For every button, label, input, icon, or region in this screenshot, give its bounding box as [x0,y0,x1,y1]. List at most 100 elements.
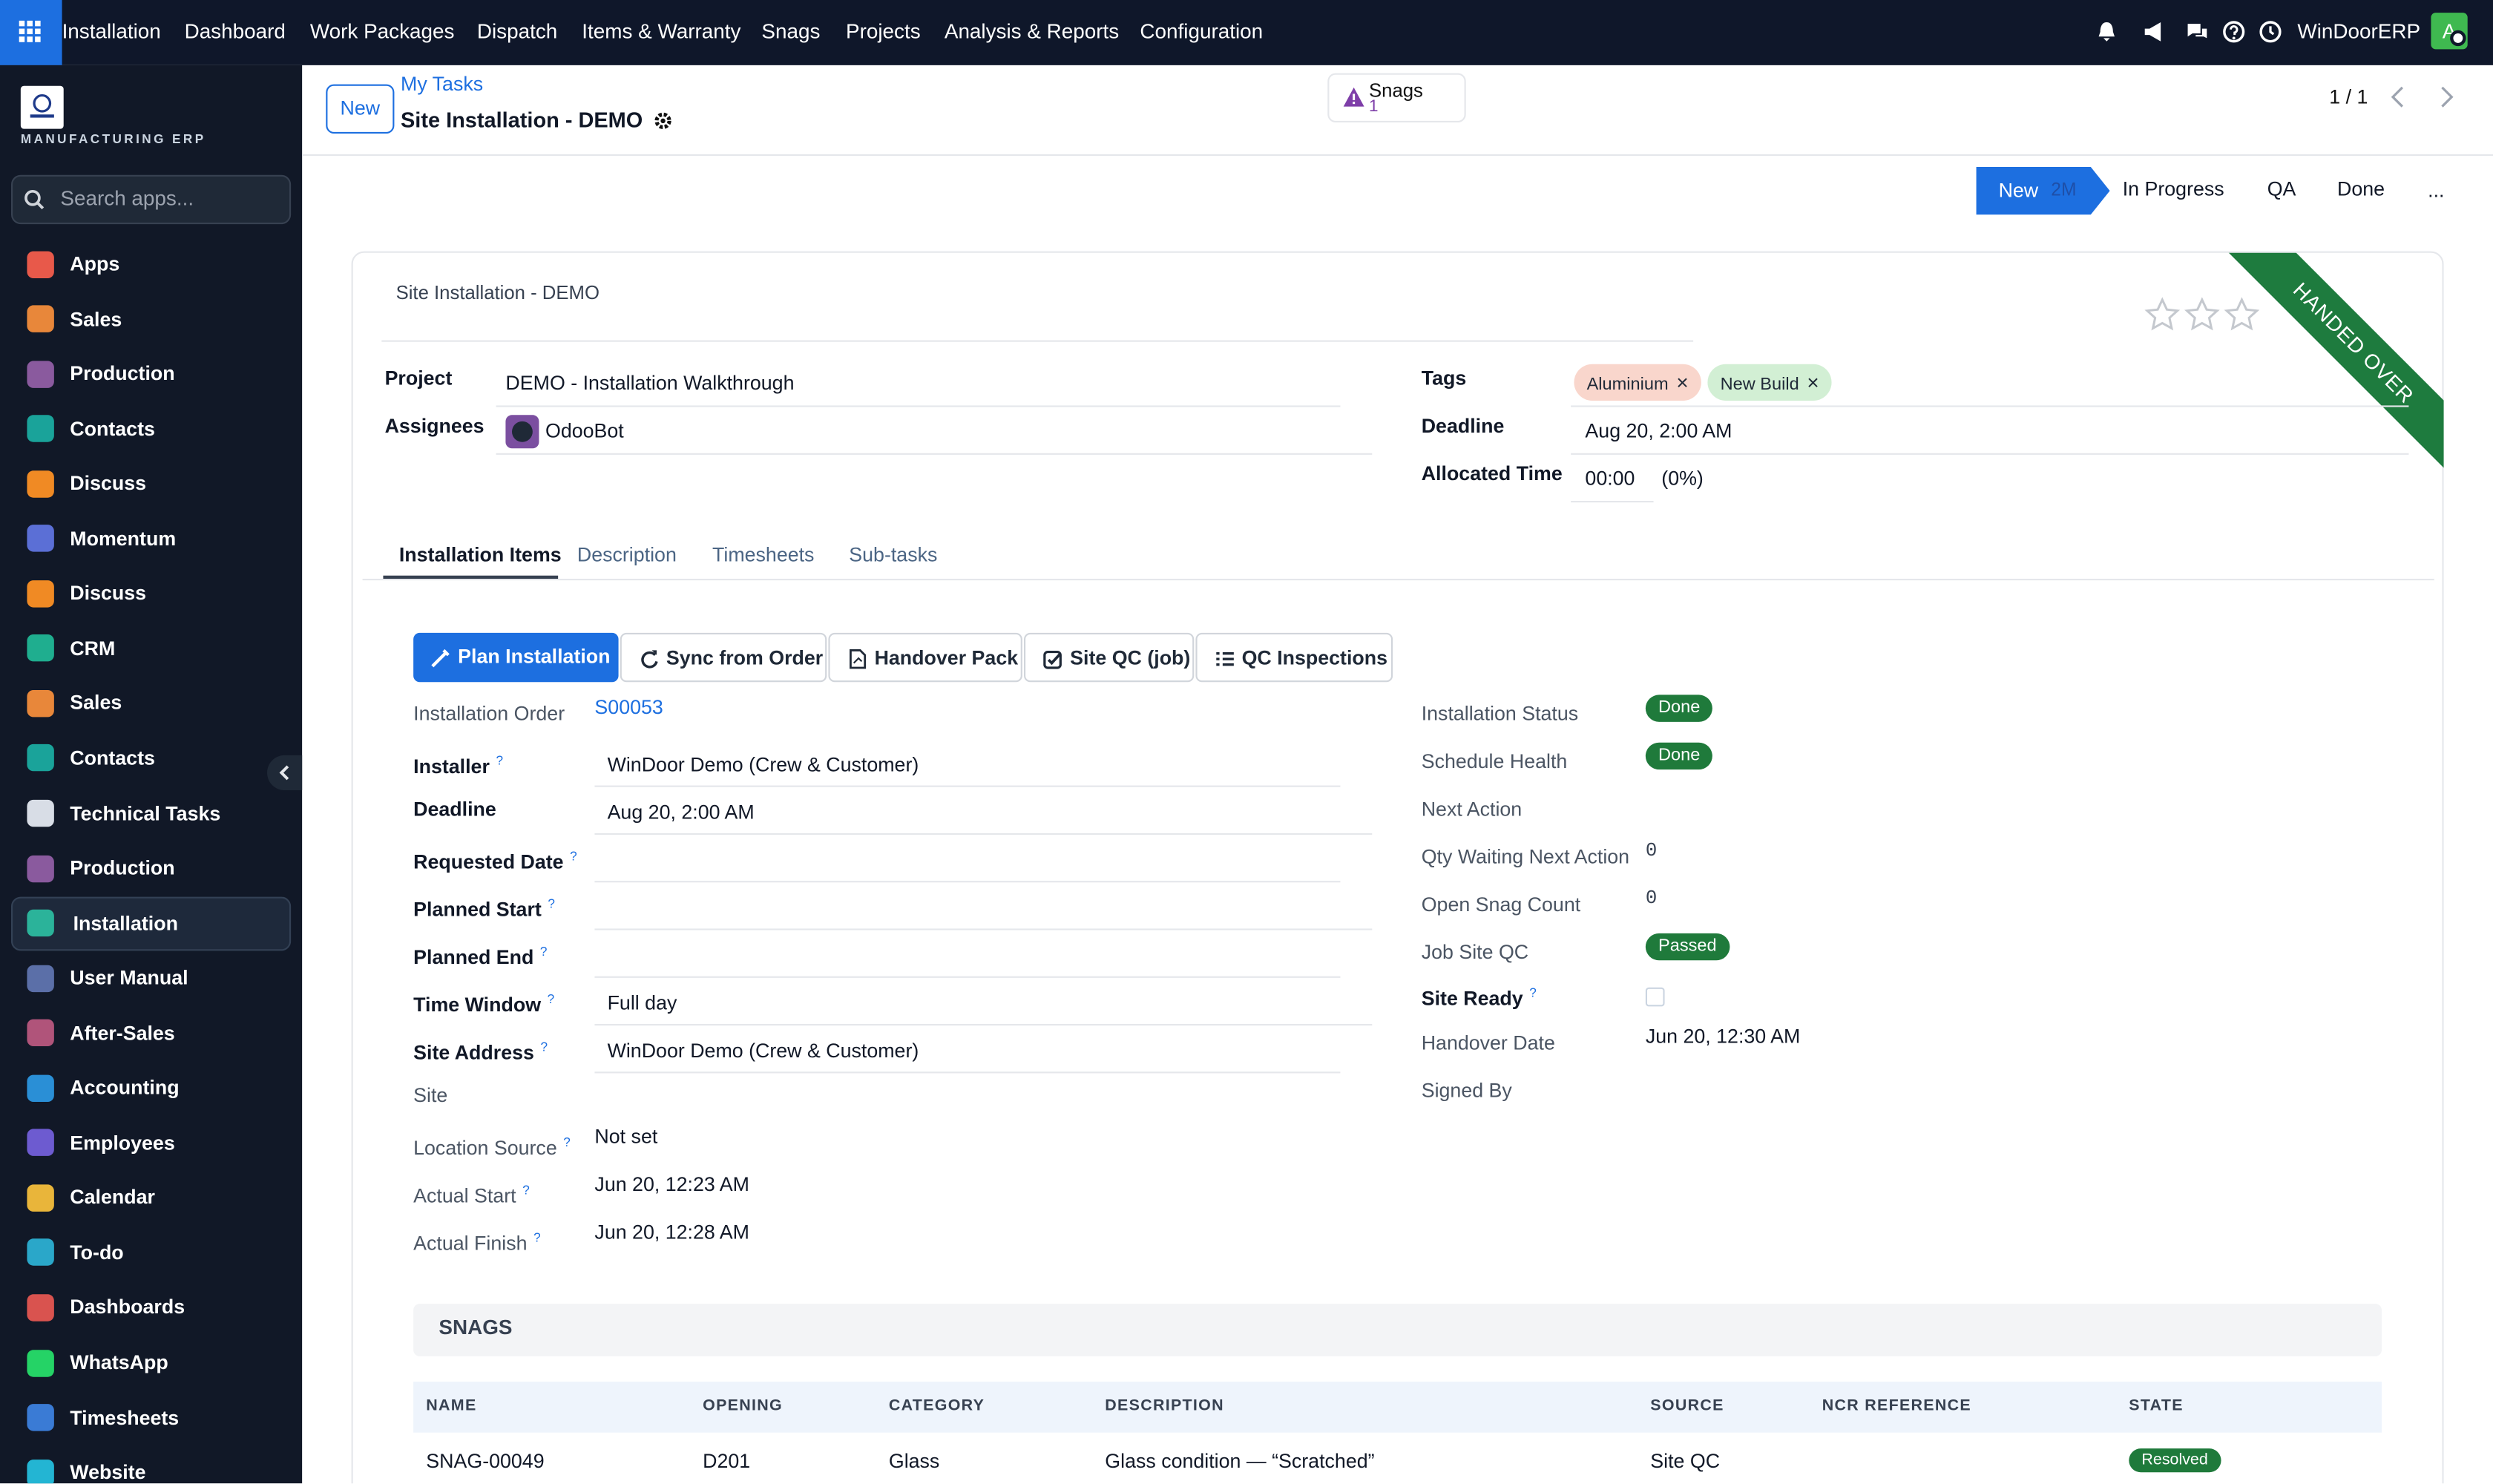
action-button[interactable]: Handover Pack [828,632,1022,683]
presence-dot [2450,30,2466,47]
field-value: Jun 20, 12:28 AM [594,1221,749,1244]
app-link[interactable]: To-do [70,1241,124,1264]
menu-item[interactable]: Work Packages [309,19,455,43]
snags-smart-button[interactable]: Snags 1 [1327,73,1466,122]
menu-item[interactable]: Configuration [1140,19,1264,43]
action-button[interactable]: Plan Installation [413,632,619,683]
tab[interactable]: Sub-tasks [849,543,938,566]
record-link[interactable]: S00053 [594,696,663,719]
help-tooltip[interactable]: ? [547,992,555,1007]
app-link[interactable]: Timesheets [70,1406,180,1429]
app-link[interactable]: Discuss [70,472,147,495]
help-tooltip[interactable]: ? [539,944,548,959]
app-icon [27,1184,54,1212]
help-tooltip[interactable]: ? [1529,985,1537,1000]
app-icon [27,634,54,663]
app-link[interactable]: WhatsApp [70,1351,168,1374]
action-button[interactable]: Site QC (job) [1024,632,1195,683]
status-badge: Done [1645,742,1713,770]
app-link[interactable]: Installation [73,912,178,935]
field-value: WinDoor Demo (Crew & Customer) [607,753,919,776]
app-icon [27,580,54,608]
app-link[interactable]: Production [70,857,175,880]
field-label: Installation Status [1422,701,1578,726]
field-label: Tags [1421,367,1467,390]
action-button[interactable]: Sync from Order [620,632,827,683]
help-tooltip[interactable]: ? [522,1183,530,1198]
help-tooltip[interactable]: ? [533,1230,541,1245]
apps-menu-button[interactable] [0,0,62,65]
snags-header [413,1304,2382,1356]
app-link[interactable]: Apps [70,252,120,275]
collapse-sidebar[interactable] [267,755,303,790]
breadcrumb[interactable]: My Tasks [401,73,484,96]
priority-star [2224,297,2260,331]
column-header: SOURCE [1650,1397,1724,1416]
menu-item[interactable]: Dashboard [184,19,286,43]
app-link[interactable]: Technical Tasks [70,802,221,825]
tab[interactable]: Timesheets [712,543,815,566]
action-button[interactable]: QC Inspections [1195,632,1393,683]
app-link[interactable]: Contacts [70,417,155,440]
help-tooltip[interactable]: ? [563,1135,571,1150]
app-link[interactable]: User Manual [70,967,188,990]
app-link[interactable]: Sales [70,307,122,330]
smart-button-count: 1 [1369,96,1379,116]
app-icon [27,744,54,772]
label-text: Time Window [413,994,542,1017]
menu-item[interactable]: Analysis & Reports [944,19,1120,43]
table-cell: Site QC [1650,1450,1721,1473]
app-link[interactable]: CRM [70,637,116,660]
company-name[interactable]: WinDoorERP [2297,19,2421,43]
search-apps[interactable] [11,174,292,225]
menu-item[interactable]: Items & Warranty [582,19,741,43]
help-tooltip[interactable]: ? [540,1040,548,1054]
button-icon [850,649,867,669]
app-link[interactable]: After-Sales [70,1022,175,1045]
menu-item[interactable]: Dispatch [476,19,558,43]
table-cell: Glass [888,1450,940,1473]
help-tooltip[interactable]: ? [548,896,555,911]
new-button[interactable]: New [326,84,395,134]
stage-more[interactable]: ... [2428,180,2445,203]
stage-button[interactable]: In Progress [2122,178,2224,200]
field-value: 0 [1645,839,1658,862]
tab[interactable]: Description [577,543,677,566]
app-link[interactable]: Calendar [70,1186,155,1209]
help-tooltip[interactable]: ? [570,849,577,864]
app-icon [27,1404,54,1431]
menu-item[interactable]: Projects [846,19,921,43]
app-link[interactable]: Website [70,1461,146,1484]
field-label: Job Site QC [1422,939,1528,965]
app-link[interactable]: Employees [70,1132,175,1155]
app-link[interactable]: Dashboards [70,1296,185,1319]
menu-item[interactable]: Snags [761,19,821,43]
stage-button[interactable]: QA [2267,178,2296,200]
stage-button[interactable]: Done [2337,178,2385,200]
pager-prev [2391,86,2403,108]
button-label: Plan Installation [458,646,611,668]
tag-remove[interactable]: × [1676,370,1689,395]
help-tooltip[interactable]: ? [496,753,503,768]
app-link[interactable]: Production [70,362,175,385]
app-icon [27,1239,54,1267]
tag-remove[interactable]: × [1807,370,1819,395]
column-header: NAME [426,1397,477,1416]
app-name[interactable]: Installation [62,19,161,43]
site-ready-checkbox[interactable] [1645,987,1665,1007]
pager-value: 1 / 1 [2329,85,2368,108]
app-link[interactable]: Sales [70,692,122,715]
app-link[interactable]: Accounting [70,1077,180,1100]
app-icon [27,470,54,498]
label-text: Qty Waiting Next Action [1421,846,1630,868]
tab[interactable]: Installation Items [398,543,562,566]
field-label: Qty Waiting Next Action [1422,844,1629,870]
field-value: Not set [594,1126,658,1149]
logo-mark [30,93,54,118]
app-link[interactable]: Discuss [70,582,147,605]
app-link[interactable]: Contacts [70,747,155,770]
column-header: CATEGORY [888,1397,985,1416]
stage-button[interactable]: New [1998,180,2039,203]
app-link[interactable]: Momentum [70,527,177,550]
